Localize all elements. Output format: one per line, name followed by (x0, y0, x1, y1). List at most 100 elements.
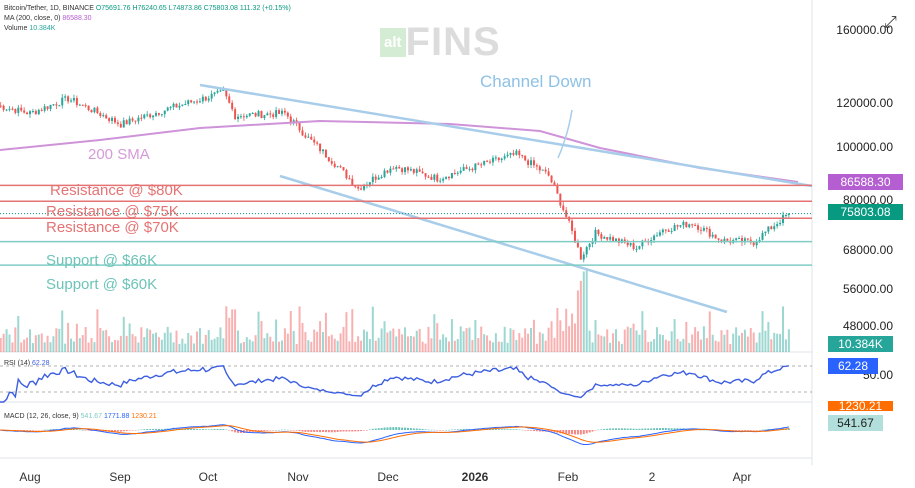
candle-body (497, 157, 500, 161)
rsi-legend[interactable]: RSI (14) 62.28 (4, 360, 50, 367)
candle-body (389, 168, 392, 173)
volume-bar (527, 333, 530, 352)
candle-body (34, 111, 37, 115)
volume-bar (667, 340, 670, 352)
volume-bar (439, 339, 442, 352)
volume-bar (462, 331, 465, 352)
volume-bar (234, 309, 237, 352)
macd-histogram-bar (600, 429, 603, 430)
ma-legend[interactable]: MA (200, close, 0) 86588.30 (4, 15, 92, 22)
volume-bar (395, 336, 398, 352)
macd-legend[interactable]: MACD (12, 26, close, 9) 541.67 1771.88 1… (4, 413, 157, 420)
volume-bar (386, 332, 389, 352)
macd-histogram-bar (184, 428, 187, 430)
volume-legend[interactable]: Volume 10.384K (4, 25, 55, 32)
macd-histogram-bar (535, 430, 538, 432)
macd-histogram-bar (336, 430, 339, 432)
candle-body (289, 116, 292, 123)
volume-bar (128, 323, 131, 352)
volume-bar (415, 330, 418, 352)
macd-histogram-bar (447, 429, 450, 431)
volume-bar (266, 333, 269, 352)
volume-bar (81, 335, 84, 352)
volume-bar (251, 341, 254, 352)
candle-body (322, 149, 324, 152)
macd-histogram-bar (530, 430, 533, 431)
candle-body (418, 169, 421, 172)
macd-histogram-bar (295, 430, 298, 431)
candle-body (154, 113, 157, 116)
volume-bar (2, 333, 5, 352)
macd-histogram-bar (292, 430, 295, 431)
candle-body (278, 110, 281, 114)
macd-histogram-bar (201, 429, 204, 430)
macd-histogram-bar (412, 428, 415, 430)
macd-histogram-bar (351, 430, 354, 432)
volume-bar (93, 342, 96, 352)
macd-histogram-bar (113, 430, 116, 432)
macd-histogram-bar (342, 430, 345, 432)
volume-bar (600, 335, 603, 352)
volume-bar (740, 332, 743, 352)
candle-body (632, 243, 635, 249)
candle-body (81, 104, 84, 106)
ohlc-change: 111.32 (+0.15%) (239, 5, 291, 12)
candle-body (219, 90, 222, 92)
macd-histogram-bar (23, 430, 26, 431)
fullscreen-icon[interactable]: ⤢ (884, 14, 897, 31)
candle-body (486, 160, 489, 162)
macd-signal-tag: 1230.21 (828, 401, 893, 411)
macd-histogram-bar (740, 430, 743, 431)
volume-bar (447, 341, 450, 352)
candle-body (427, 176, 430, 178)
volume-bar (547, 327, 550, 352)
volume-bar (705, 338, 708, 352)
volume-bar (134, 336, 137, 352)
macd-histogram-bar (755, 430, 758, 431)
volume-bar (620, 343, 623, 352)
macd-histogram-bar (738, 430, 741, 431)
macd-histogram-bar (278, 429, 281, 431)
volume-bar (166, 326, 169, 352)
candle-body (333, 163, 336, 168)
volume-bar (46, 335, 49, 352)
candle-body (480, 164, 483, 166)
macd-histogram-bar (647, 428, 650, 430)
candle-body (450, 172, 453, 179)
candle-body (64, 96, 67, 98)
macd-histogram-bar (653, 428, 656, 430)
macd-histogram-bar (17, 430, 20, 431)
candle-body (491, 157, 494, 163)
macd-tag: 541.67 (828, 415, 883, 431)
volume-bar (617, 341, 620, 352)
sma-label: 200 SMA (88, 146, 150, 163)
volume-bar (782, 306, 785, 352)
volume-bar (228, 317, 231, 352)
macd-histogram-bar (116, 430, 119, 432)
macd-histogram-bar (612, 428, 615, 430)
candle-body (629, 243, 632, 246)
candle-body (75, 98, 78, 106)
volume-bar (685, 321, 688, 352)
candle-body (26, 112, 29, 115)
volume-bar (629, 327, 632, 352)
candle-body (685, 221, 688, 228)
candle-body (612, 237, 615, 242)
volume-bar (254, 335, 257, 352)
volume-bar (767, 321, 770, 352)
candle-body (275, 110, 278, 117)
ma-value: 86588.30 (62, 15, 92, 22)
macd-histogram-bar (257, 430, 260, 432)
macd-histogram-bar (579, 430, 582, 435)
x-tick: Feb (557, 470, 579, 484)
volume-bar (313, 329, 316, 352)
candle-body (635, 248, 638, 250)
volume-bar (322, 331, 324, 352)
volume-bar (392, 328, 395, 352)
macd-histogram-bar (125, 430, 128, 432)
volume-bar (506, 342, 509, 352)
candle-body (462, 167, 465, 171)
candle-body (113, 117, 116, 123)
